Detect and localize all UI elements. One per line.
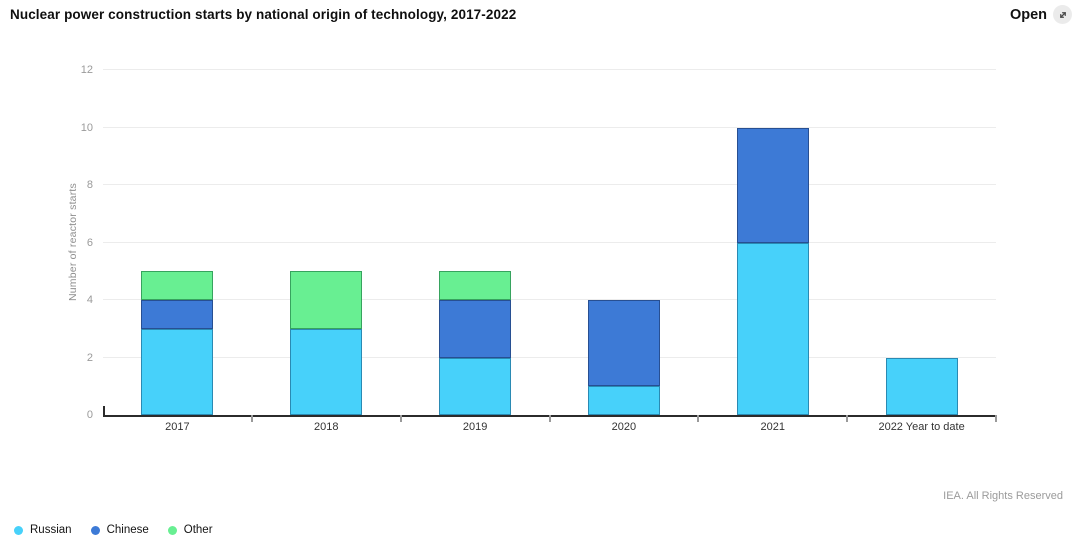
bar-segment-chinese-2021[interactable] — [736, 127, 809, 243]
bar-column-2019 — [439, 70, 512, 415]
x-tick-label-2022: 2022 Year to date — [878, 421, 965, 433]
legend-item-chinese[interactable]: Chinese — [90, 524, 149, 536]
legend-item-russian[interactable]: Russian — [14, 524, 72, 536]
gridline-y-6 — [103, 241, 996, 243]
gridline-y-10 — [103, 126, 996, 128]
bar-segment-russian-2022[interactable] — [885, 357, 958, 415]
bar-column-2021 — [736, 70, 809, 415]
bar-column-2020 — [587, 70, 660, 415]
gridline-y-8 — [103, 184, 996, 185]
y-tick-label-10: 10 — [80, 121, 93, 134]
gridline-y-12 — [103, 69, 996, 70]
chart-title: Nuclear power construction starts by nat… — [10, 7, 517, 22]
x-axis-tick-5 — [846, 415, 849, 422]
y-tick-label-2: 2 — [86, 351, 93, 364]
x-axis-tick-6 — [995, 415, 997, 422]
bar-segment-other-2018[interactable] — [290, 271, 363, 329]
open-button[interactable]: Open — [1010, 5, 1072, 24]
legend-swatch-other — [167, 525, 177, 535]
x-axis-tick-2 — [399, 415, 402, 422]
x-tick-label-2019: 2019 — [462, 421, 488, 433]
open-button-label: Open — [1009, 6, 1047, 23]
legend-label-chinese: Chinese — [106, 524, 149, 536]
legend-label-other: Other — [183, 524, 213, 536]
x-tick-label-2020: 2020 — [611, 421, 637, 433]
gridline-y-4 — [103, 299, 996, 300]
bar-segment-chinese-2019[interactable] — [439, 300, 512, 358]
y-tick-label-0: 0 — [86, 409, 93, 421]
y-tick-label-8: 8 — [86, 179, 93, 191]
bar-segment-russian-2017[interactable] — [141, 328, 214, 415]
x-axis-tick-3 — [548, 415, 551, 422]
legend-label-russian: Russian — [30, 524, 72, 536]
bar-segment-chinese-2020[interactable] — [587, 300, 660, 387]
attribution-text: IEA. All Rights Reserved — [943, 490, 1063, 502]
bar-segment-other-2019[interactable] — [439, 271, 512, 300]
legend-swatch-chinese — [90, 525, 100, 535]
legend-swatch-russian — [14, 525, 23, 535]
x-tick-label-2017: 2017 — [165, 421, 190, 433]
y-tick-label-6: 6 — [86, 236, 93, 249]
bar-segment-other-2017[interactable] — [141, 271, 214, 300]
bar-segment-russian-2020[interactable] — [587, 386, 660, 415]
legend: Russian Chinese Other — [14, 524, 213, 536]
y-tick-label-12: 12 — [80, 64, 93, 76]
bar-column-2017 — [141, 70, 214, 415]
bar-segment-chinese-2017[interactable] — [141, 300, 214, 329]
y-tick-label-4: 4 — [86, 294, 93, 306]
x-axis-tick-1 — [250, 415, 253, 422]
expand-icon — [1053, 5, 1072, 24]
legend-item-other[interactable]: Other — [167, 524, 213, 536]
x-axis-start-tick — [103, 406, 105, 415]
bar-segment-russian-2019[interactable] — [439, 357, 512, 415]
bar-segment-russian-2018[interactable] — [290, 328, 363, 415]
x-tick-label-2021: 2021 — [760, 421, 785, 433]
bar-segment-russian-2021[interactable] — [736, 242, 809, 415]
gridline-y-2 — [103, 356, 996, 358]
bar-column-2022 — [885, 70, 958, 415]
x-axis-tick-4 — [697, 415, 700, 422]
x-tick-label-2018: 2018 — [314, 421, 339, 433]
bar-column-2018 — [290, 70, 363, 415]
plot-area: Number of reactor starts 0 2 4 6 8 10 12 2017 2… — [67, 64, 997, 433]
